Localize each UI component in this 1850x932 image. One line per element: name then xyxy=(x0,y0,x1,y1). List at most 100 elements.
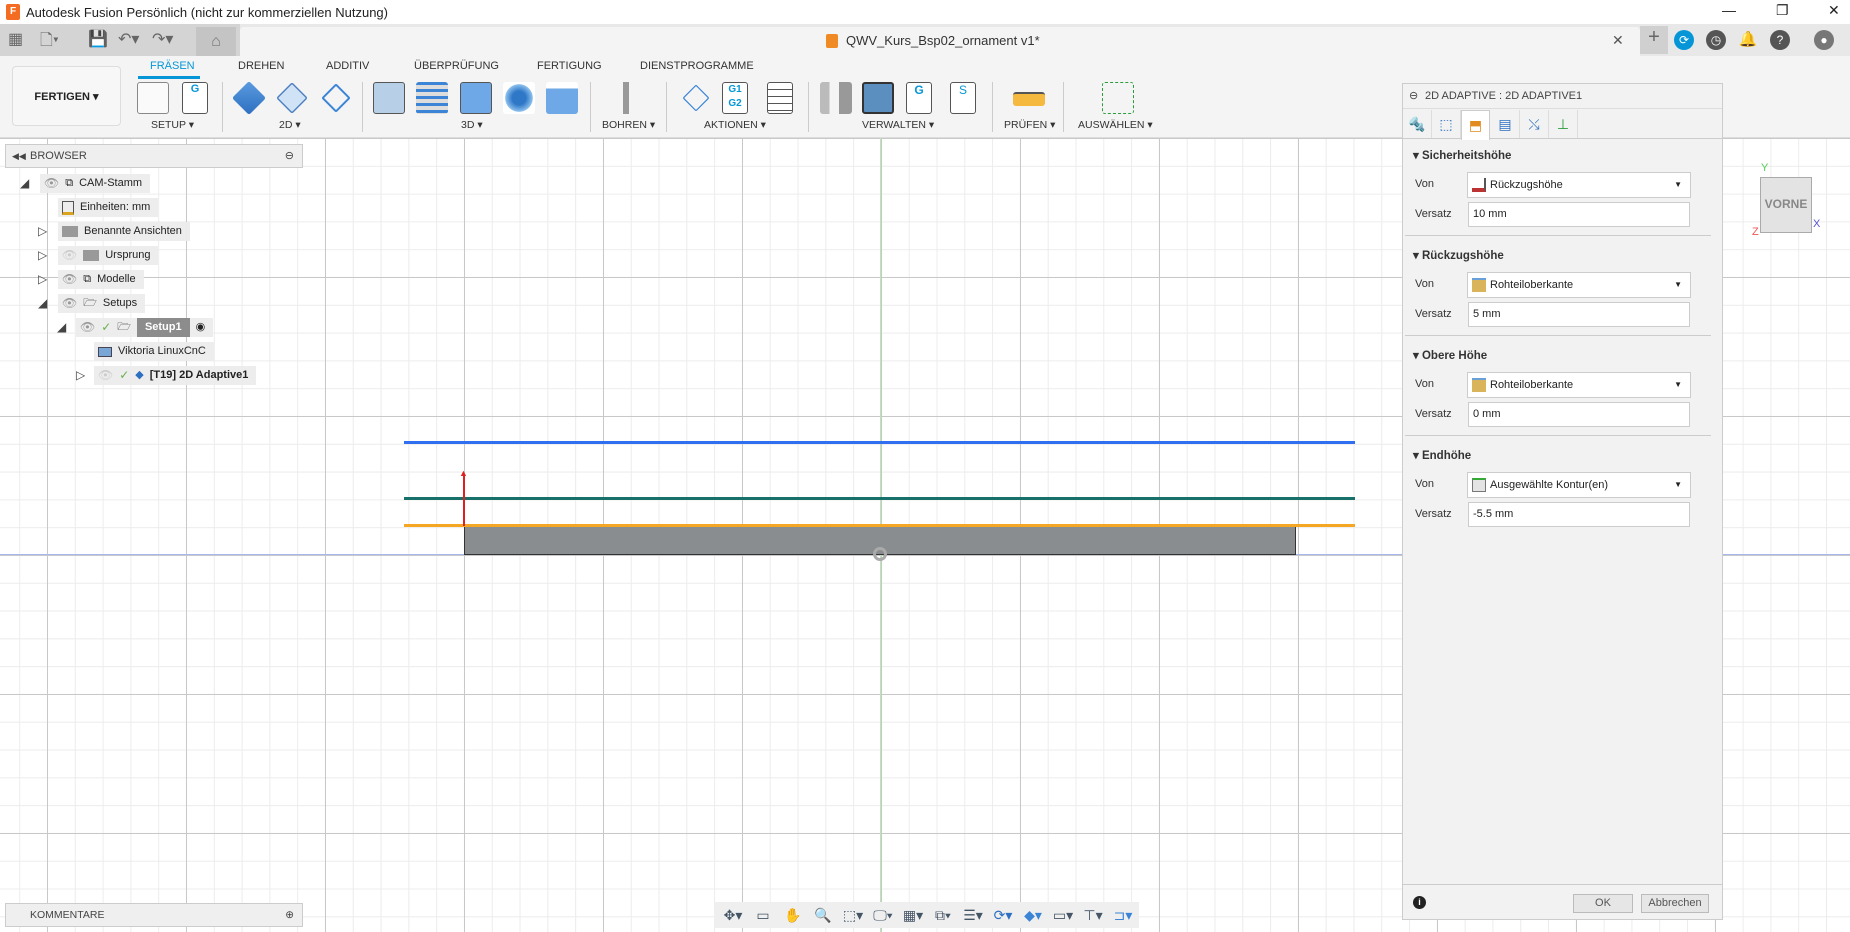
from-select[interactable]: Rohteiloberkante ▼ xyxy=(1467,372,1691,398)
tab-additiv[interactable]: ADDITIV xyxy=(326,60,370,72)
section-title[interactable]: ▾ Obere Höhe xyxy=(1413,350,1488,362)
fit-icon[interactable]: ⬚▾ xyxy=(842,906,864,923)
expanded-triangle-icon[interactable]: ◢ xyxy=(38,296,48,310)
display-settings-icon[interactable]: 🖵▾ xyxy=(873,906,893,923)
offset-input[interactable]: 0 mm xyxy=(1468,402,1690,427)
add-comment-icon[interactable]: ⊕ xyxy=(285,909,294,921)
section-icon[interactable]: ☰▾ xyxy=(963,906,983,923)
cancel-button[interactable]: Abbrechen xyxy=(1641,894,1709,913)
from-select[interactable]: Rohteiloberkante ▼ xyxy=(1467,272,1691,298)
post-library-icon[interactable]: G xyxy=(906,82,932,114)
eye-icon[interactable]: 👁 xyxy=(44,176,60,190)
workspace-switcher[interactable]: FERTIGEN ▾ xyxy=(12,66,121,126)
new-tab-icon[interactable]: + xyxy=(1640,26,1668,54)
active-setup-radio-icon[interactable]: ◉ xyxy=(195,321,206,333)
section-title[interactable]: ▾ Sicherheitshöhe xyxy=(1413,150,1512,162)
group-pruefen[interactable]: PRÜFEN ▾ xyxy=(1004,119,1056,131)
tab-fertigung[interactable]: FERTIGUNG xyxy=(537,60,602,72)
collapse-browser-icon[interactable]: ◀◀ xyxy=(12,151,26,161)
tab-ueberpruefung[interactable]: ÜBERPRÜFUNG xyxy=(414,60,499,72)
post-process-icon[interactable]: G1 G2 xyxy=(722,82,748,114)
file-menu-icon[interactable]: 🗋▾ xyxy=(40,32,59,49)
tab-passes-icon[interactable]: ▤ xyxy=(1491,110,1520,138)
eye-icon[interactable]: 👁 xyxy=(62,296,78,310)
tab-drehen[interactable]: DREHEN xyxy=(238,60,285,72)
nc-program-icon[interactable]: G xyxy=(182,82,208,114)
orbit-icon[interactable]: ✥▾ xyxy=(723,906,743,923)
toolpath-display-icon[interactable]: ⊐▾ xyxy=(1113,906,1133,923)
dialog-collapse-icon[interactable]: ⊖ xyxy=(1409,90,1419,102)
tab-dienstprogramme[interactable]: DIENSTPROGRAMME xyxy=(640,60,754,72)
tab-geometry-icon[interactable]: ⬚ xyxy=(1432,110,1461,138)
close-tab-icon[interactable]: ✕ xyxy=(1612,32,1624,48)
3d-contour-icon[interactable] xyxy=(546,82,578,114)
drill-icon[interactable] xyxy=(610,82,642,114)
offset-input[interactable]: -5.5 mm xyxy=(1468,502,1690,527)
tree-item-setups[interactable]: 👁 🗁 Setups xyxy=(58,294,146,313)
group-setup[interactable]: SETUP ▾ xyxy=(151,119,195,131)
viewports-icon[interactable]: ⧉▾ xyxy=(935,906,951,923)
setup-sheet-icon[interactable] xyxy=(767,82,793,114)
tree-item-2d-adaptive1[interactable]: 👁 ✓ ◆ [T19] 2D Adaptive1 xyxy=(94,366,257,385)
save-icon[interactable]: 💾 xyxy=(88,31,108,48)
expanded-triangle-icon[interactable]: ◢ xyxy=(57,320,67,334)
eye-hidden-icon[interactable]: 👁 xyxy=(98,368,114,382)
2d-contour-icon[interactable] xyxy=(321,83,351,113)
ok-button[interactable]: OK xyxy=(1573,894,1633,913)
expanded-triangle-icon[interactable]: ◢ xyxy=(20,176,30,190)
3d-adaptive-icon[interactable] xyxy=(373,82,405,114)
help-icon[interactable]: ? xyxy=(1770,30,1790,50)
tab-fraesen[interactable]: FRÄSEN xyxy=(150,60,195,72)
group-2d[interactable]: 2D ▾ xyxy=(279,119,301,131)
tree-item-benannte-ansichten[interactable]: Benannte Ansichten xyxy=(58,222,190,241)
job-status-icon[interactable]: ◷ xyxy=(1706,30,1726,50)
select-icon[interactable] xyxy=(1102,82,1134,114)
3d-radial-icon[interactable] xyxy=(503,82,535,114)
tree-item-setup1[interactable]: 👁 ✓ 🗁 Setup1 ◉ xyxy=(76,318,214,337)
eye-hidden-icon[interactable]: 👁 xyxy=(62,248,78,262)
home-icon[interactable]: ⌂ xyxy=(196,27,236,56)
minimize-button[interactable]: — xyxy=(1722,2,1736,18)
user-avatar[interactable]: ● xyxy=(1814,30,1834,50)
offset-input[interactable]: 5 mm xyxy=(1468,302,1690,327)
document-tab[interactable]: QWV_Kurs_Bsp02_ornament v1* ✕ xyxy=(240,27,1640,56)
collapsed-triangle-icon[interactable]: ▷ xyxy=(38,224,48,238)
tree-item-ursprung[interactable]: 👁 Ursprung xyxy=(58,246,159,265)
machine-library-icon[interactable] xyxy=(862,82,894,114)
tab-heights-icon[interactable]: ⬒ xyxy=(1461,110,1490,140)
tree-item-cam-stamm[interactable]: 👁 ⧉ CAM-Stamm xyxy=(40,174,151,193)
refresh-icon[interactable]: ⟳▾ xyxy=(993,906,1013,923)
tab-tool-icon[interactable]: 🔩 xyxy=(1403,110,1432,138)
extensions-icon[interactable]: ⟳ xyxy=(1674,30,1694,50)
section-title[interactable]: ▾ Rückzugshöhe xyxy=(1413,250,1504,262)
tab-shape-icon[interactable]: ⊥ xyxy=(1549,110,1578,138)
2d-pocket-icon[interactable] xyxy=(276,82,308,114)
from-select[interactable]: Ausgewählte Kontur(en) ▼ xyxy=(1467,472,1691,498)
eye-icon[interactable]: 👁 xyxy=(80,320,96,334)
tree-item-einheiten[interactable]: Einheiten: mm xyxy=(58,198,159,217)
3d-parallel-icon[interactable] xyxy=(460,82,492,114)
group-bohren[interactable]: BOHREN ▾ xyxy=(602,119,656,131)
group-auswaehlen[interactable]: AUSWÄHLEN ▾ xyxy=(1078,119,1153,131)
collapsed-triangle-icon[interactable]: ▷ xyxy=(38,248,48,262)
restore-button[interactable]: ❐ xyxy=(1776,2,1789,18)
group-aktionen[interactable]: AKTIONEN ▾ xyxy=(704,119,766,131)
tab-linking-icon[interactable]: ⤯ xyxy=(1520,110,1549,138)
from-select[interactable]: Rückzugshöhe ▼ xyxy=(1467,172,1691,198)
comments-panel[interactable]: KOMMENTARE ⊕ xyxy=(5,903,303,927)
section-title[interactable]: ▾ Endhöhe xyxy=(1413,450,1472,462)
layers-icon[interactable]: ◆▾ xyxy=(1024,906,1042,923)
close-window-button[interactable]: ✕ xyxy=(1828,2,1840,18)
tool-library-icon[interactable] xyxy=(820,82,852,114)
group-3d[interactable]: 3D ▾ xyxy=(461,119,483,131)
info-icon[interactable]: i xyxy=(1413,896,1426,909)
2d-adaptive-icon[interactable] xyxy=(232,81,266,115)
template-library-icon[interactable]: S xyxy=(950,82,976,114)
pan-icon[interactable]: ✋ xyxy=(784,906,802,923)
grid-icon[interactable]: ▦▾ xyxy=(902,906,924,923)
eye-icon[interactable]: 👁 xyxy=(62,272,78,286)
tree-item-modelle[interactable]: 👁 ⧉ Modelle xyxy=(58,270,144,289)
browser-header[interactable]: ◀◀ BROWSER ⊖ xyxy=(5,144,303,168)
machine-view-icon[interactable]: ▭▾ xyxy=(1052,906,1074,923)
minimize-browser-icon[interactable]: ⊖ xyxy=(284,150,294,162)
